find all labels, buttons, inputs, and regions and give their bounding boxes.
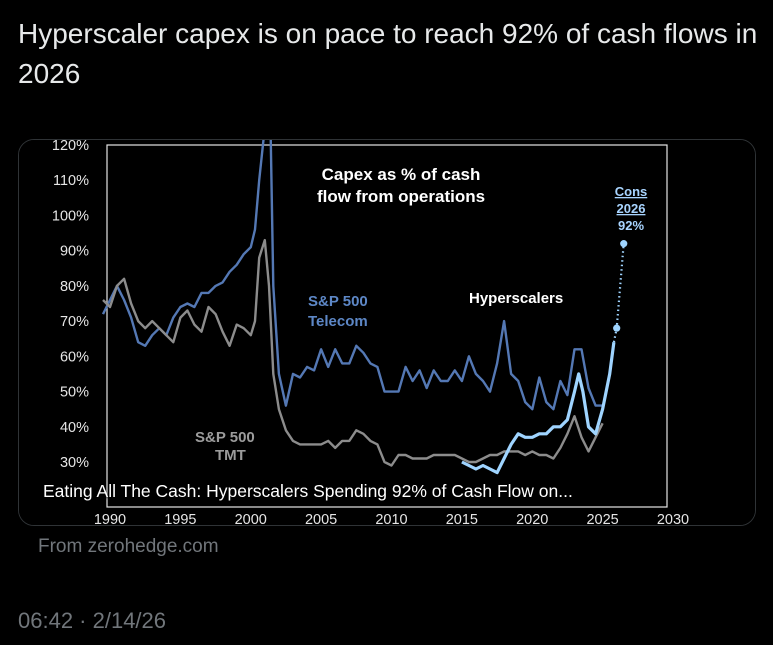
forecast-point [620,240,628,248]
chart-title-line-2: flow from operations [317,187,485,206]
x-tick-label: 2000 [235,512,267,525]
cons-label-line-1: Cons [615,184,648,199]
cons-label-line-2: 2026 [617,201,646,216]
tmt-label-line-2: TMT [215,447,246,464]
card-title: Eating All The Cash: Hyperscalers Spendi… [43,481,573,501]
x-tick-label: 1995 [164,512,196,525]
y-axis: 120% 110% 100% 90% 80% 70% 60% 50% 40% 30% [52,140,89,471]
y-tick-label: 100% [52,208,89,224]
chart-background [19,140,755,525]
x-tick-label: 2030 [657,512,689,525]
y-tick-label: 40% [60,420,89,436]
card-source[interactable]: From zerohedge.com [38,536,219,557]
y-tick-label: 50% [60,385,89,401]
hyperscalers-label: Hyperscalers [469,290,563,307]
y-tick-label: 120% [52,140,89,154]
series-line-hyperscalers [461,341,616,475]
x-tick-label: 2025 [586,512,618,525]
series-line-s-p-500-telecom [101,140,603,411]
y-tick-label: 60% [60,349,89,365]
y-tick-label: 110% [53,173,89,189]
x-tick-label: 2010 [375,512,407,525]
x-axis: 1990 1995 2000 2005 2010 2015 2020 2025 2030 [94,512,689,525]
chart-title-line-1: Capex as % of cash [322,165,481,184]
y-tick-label: 90% [60,244,89,260]
y-tick-label: 80% [60,279,89,295]
link-card[interactable]: 120% 110% 100% 90% 80% 70% 60% 50% 40% 30% 1990 19… [18,139,756,526]
x-tick-label: 1990 [94,512,126,525]
forecast-point [613,324,621,332]
tweet-text: Hyperscaler capex is on pace to reach 92… [18,18,758,89]
series-layer [101,140,628,475]
x-tick-label: 2015 [446,512,478,525]
x-tick-label: 2005 [305,512,337,525]
telecom-label-line-2: Telecom [308,313,368,330]
y-tick-label: 30% [60,455,89,471]
plot-frame [106,144,668,508]
cons-label-line-3: 92% [618,218,644,233]
y-tick-label: 70% [60,314,89,330]
series-line-s-p-500-tmt [102,238,604,467]
capex-chart: 120%110%100%90%80%70%60%50%40%30% 1990 19… [19,140,755,525]
telecom-label-line-1: S&P 500 [308,293,368,310]
tweet-timestamp[interactable]: 06:42 · 2/14/26 [18,608,167,633]
x-tick-label: 2020 [516,512,548,525]
tmt-label-line-1: S&P 500 [195,429,255,446]
